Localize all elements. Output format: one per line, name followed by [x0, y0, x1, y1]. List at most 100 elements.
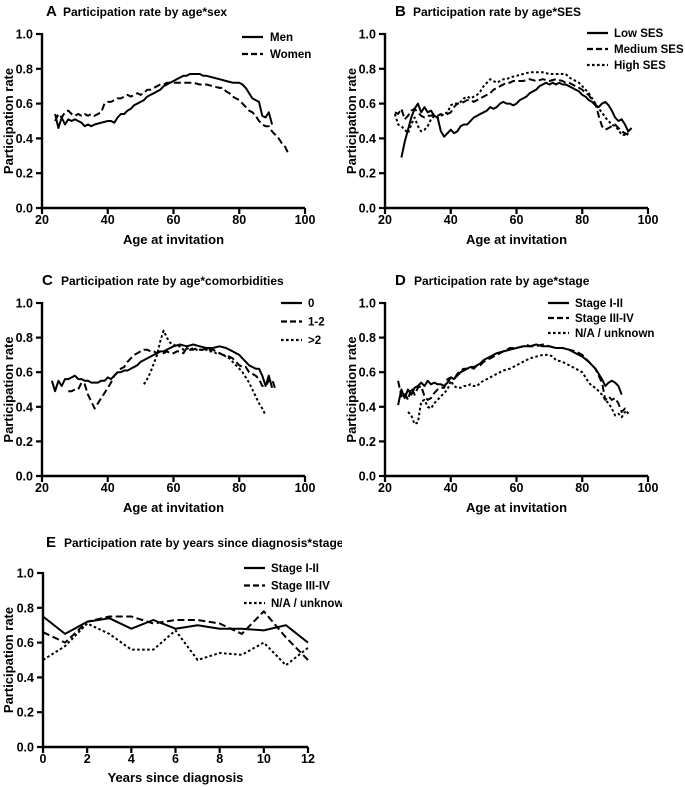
series-line-stage-i-ii: [397, 343, 623, 406]
legend-label: Medium SES: [614, 44, 684, 56]
series-line-women: [54, 81, 290, 155]
panel-e-chart: E Participation rate by years since diagn…: [0, 528, 350, 787]
x-tick-label: 20: [378, 213, 392, 227]
x-tick-label: 8: [216, 752, 223, 766]
x-tick-label: 2: [84, 752, 91, 766]
x-tick-label: 100: [638, 481, 659, 495]
y-tick-label: 1.0: [17, 567, 34, 581]
legend-label: Women: [270, 49, 311, 61]
axes-frame: [41, 572, 308, 749]
series-line-stage-iii-iv: [397, 343, 630, 415]
y-tick-label: 0.6: [359, 366, 376, 380]
x-tick-label: 40: [101, 481, 115, 495]
x-axis-label: Years since diagnosis: [108, 770, 244, 785]
x-axis-label: Age at invitation: [466, 500, 567, 515]
x-tick-label: 20: [35, 213, 49, 227]
y-tick-label: 0.8: [359, 331, 376, 345]
series-line-stage-iii-iv: [42, 610, 309, 661]
x-tick-label: 80: [575, 213, 589, 227]
legend-label: N/A / unknown: [271, 598, 342, 610]
legend-label: Stage III-IV: [575, 313, 634, 325]
x-tick-label: 20: [378, 481, 392, 495]
x-axis-label: Age at invitation: [123, 500, 224, 515]
legend-label: Low SES: [614, 28, 664, 40]
x-tick-label: 10: [257, 752, 271, 766]
series-line-men: [54, 73, 274, 129]
y-tick-label: 0.2: [16, 167, 33, 181]
y-tick-label: 1.0: [16, 297, 33, 311]
x-axis-label: Age at invitation: [123, 232, 224, 247]
panel-letter: C: [42, 272, 53, 289]
panel-letter: A: [46, 3, 57, 20]
y-tick-label: 0.8: [16, 62, 33, 76]
series-line-medium-ses: [394, 78, 629, 136]
series-line-high-ses: [393, 71, 629, 136]
y-axis-label: Participation rate: [1, 336, 16, 442]
x-tick-label: 12: [301, 752, 315, 766]
y-tick-label: 0.2: [359, 435, 376, 449]
panel-title: Participation rate by age*SES: [413, 5, 581, 19]
legend-label: >2: [308, 335, 321, 347]
legend-label: Stage I-II: [575, 298, 623, 310]
x-tick-label: 40: [101, 213, 115, 227]
x-tick-label: 60: [510, 213, 524, 227]
y-tick-label: 0.6: [359, 97, 376, 111]
y-tick-label: 0.0: [16, 202, 33, 216]
legend-label: N/A / unknown: [575, 328, 654, 340]
y-tick-label: 0.2: [16, 435, 33, 449]
x-tick-label: 60: [167, 213, 181, 227]
y-tick-label: 0.2: [359, 167, 376, 181]
x-tick-label: 100: [295, 481, 316, 495]
y-tick-label: 0.0: [359, 470, 376, 484]
panel-title: Participation rate by age*sex: [63, 5, 227, 19]
y-tick-label: 0.0: [16, 470, 33, 484]
y-axis-label: Participation rate: [1, 68, 16, 174]
panel-e-svg: E Participation rate by years since diagn…: [1, 534, 350, 785]
panel-a-chart: A Participation rate by age*sex 0.0 0.2 0.4 0…: [0, 0, 342, 260]
y-tick-label: 0.8: [359, 62, 376, 76]
y-tick-label: 1.0: [359, 297, 376, 311]
y-tick-label: 0.2: [17, 706, 34, 720]
y-tick-label: 0.4: [359, 400, 376, 414]
x-tick-label: 80: [232, 213, 246, 227]
legend-label: 1-2: [308, 317, 325, 329]
panel-b-chart: B Participation rate by age*SES 0.0 0.2 0.4 0…: [343, 0, 685, 260]
panel-letter: D: [395, 272, 406, 289]
y-tick-label: 0.0: [17, 741, 34, 755]
x-tick-label: 6: [172, 752, 179, 766]
series-line-2: [143, 329, 267, 416]
x-tick-label: 100: [638, 213, 659, 227]
legend-label: Men: [270, 32, 293, 44]
legend-label: Stage I-II: [271, 563, 319, 575]
x-tick-label: 20: [35, 481, 49, 495]
series-line-1-2: [68, 347, 277, 410]
series-line-low-ses: [400, 81, 633, 158]
y-tick-label: 0.4: [359, 132, 376, 146]
x-tick-label: 100: [295, 213, 316, 227]
legend-label: Stage III-IV: [271, 581, 330, 593]
y-axis-label: Participation rate: [1, 607, 16, 713]
y-tick-label: 0.0: [359, 202, 376, 216]
y-tick-label: 0.4: [16, 132, 33, 146]
panel-d-svg: D Participation rate by age*stage 0.0 0.2 0.…: [344, 272, 659, 515]
panel-d-chart: D Participation rate by age*stage 0.0 0.2 0.…: [343, 262, 685, 528]
panel-a-svg: A Participation rate by age*sex 0.0 0.2 0.4 0…: [1, 3, 316, 247]
x-tick-label: 80: [232, 481, 246, 495]
y-tick-label: 0.6: [16, 97, 33, 111]
panel-title: Participation rate by age*comorbidities: [61, 274, 284, 288]
legend-label: High SES: [614, 60, 666, 72]
x-tick-label: 40: [444, 481, 458, 495]
x-tick-label: 0: [40, 752, 47, 766]
y-tick-label: 0.8: [16, 331, 33, 345]
panel-b-svg: B Participation rate by age*SES 0.0 0.2 0.4 0…: [344, 3, 684, 247]
series-line-n-a-unknown: [42, 622, 309, 667]
x-tick-label: 4: [128, 752, 135, 766]
x-tick-label: 40: [444, 213, 458, 227]
y-tick-label: 0.6: [16, 366, 33, 380]
axes-frame: [40, 302, 305, 478]
y-tick-label: 1.0: [359, 28, 376, 42]
panel-c-svg: C Participation rate by age*comorbidities…: [1, 272, 325, 515]
panel-c-chart: C Participation rate by age*comorbidities…: [0, 262, 342, 528]
x-tick-label: 80: [575, 481, 589, 495]
